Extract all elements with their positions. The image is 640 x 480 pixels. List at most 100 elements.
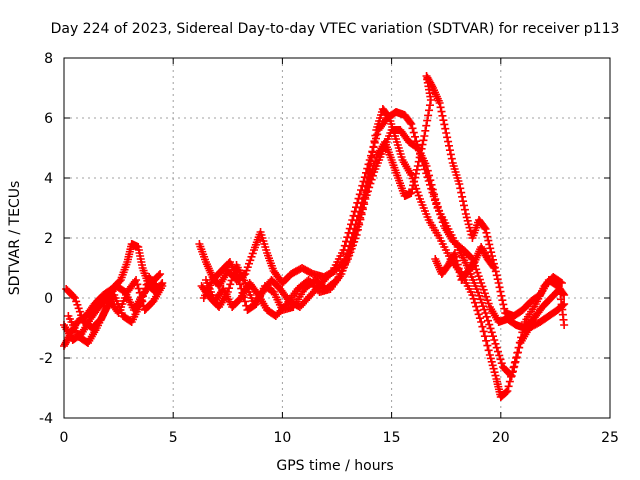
data-point: [426, 176, 435, 185]
data-point: [477, 318, 486, 326]
data-point: [350, 207, 359, 216]
data-point: [362, 168, 371, 177]
data-point: [435, 206, 444, 215]
series-track-1: [60, 105, 566, 401]
data-point: [142, 280, 151, 289]
data-point: [496, 355, 505, 364]
data-point: [234, 276, 243, 284]
data-point: [422, 121, 431, 130]
data-point: [469, 294, 478, 303]
data-point: [498, 296, 507, 305]
data-point: [485, 320, 494, 329]
data-point: [486, 244, 495, 253]
data-point: [560, 321, 569, 329]
data-point: [364, 178, 373, 187]
data-point: [445, 141, 454, 150]
data-point: [372, 134, 380, 143]
data-point: [492, 343, 501, 352]
data-point: [347, 242, 356, 251]
data-point: [363, 164, 372, 173]
data-point: [436, 103, 445, 112]
data-point: [443, 133, 452, 142]
data-point: [368, 165, 377, 174]
data-point: [495, 283, 504, 292]
data-point: [369, 161, 378, 170]
data-point: [470, 298, 479, 307]
data-point: [327, 268, 336, 277]
data-point: [483, 341, 492, 350]
data-point: [482, 228, 491, 237]
data-point: [440, 120, 449, 129]
x-tick-label: 10: [273, 430, 291, 446]
y-tick-label: 2: [44, 231, 53, 247]
data-point: [493, 275, 502, 284]
data-point: [158, 282, 167, 290]
data-point: [485, 240, 494, 249]
data-point: [436, 210, 445, 219]
data-point: [490, 336, 499, 344]
data-point: [480, 223, 489, 232]
data-point: [361, 193, 370, 202]
data-point: [227, 276, 236, 285]
data-point: [456, 184, 465, 193]
data-point: [225, 284, 234, 293]
data-point: [140, 288, 149, 297]
data-point: [482, 336, 491, 345]
data-point: [364, 160, 373, 169]
data-point: [512, 353, 521, 362]
data-point: [373, 130, 382, 139]
data-point: [489, 332, 497, 341]
data-point: [487, 248, 496, 257]
data-point: [515, 343, 524, 352]
y-tick-label: 8: [44, 51, 53, 67]
data-point: [138, 292, 147, 301]
data-point: [559, 289, 568, 298]
data-point: [453, 260, 462, 269]
data-point: [502, 387, 511, 396]
data-point: [357, 186, 366, 194]
data-point: [437, 107, 446, 116]
data-point: [359, 177, 368, 186]
data-point: [354, 219, 363, 227]
data-point: [489, 262, 498, 271]
data-point: [425, 101, 434, 110]
data-point: [486, 324, 495, 333]
data-point: [410, 177, 419, 186]
data-point: [409, 128, 418, 137]
data-point: [483, 232, 492, 241]
data-point: [468, 291, 477, 299]
data-point: [439, 116, 448, 125]
data-point: [438, 218, 447, 227]
chart-title: Day 224 of 2023, Sidereal Day-to-day VTE…: [51, 21, 620, 37]
data-point: [356, 213, 365, 222]
data-point: [366, 174, 375, 183]
data-point: [141, 284, 150, 293]
data-point: [355, 190, 364, 199]
data-point: [408, 185, 417, 194]
data-point: [411, 132, 419, 141]
data-point: [459, 201, 468, 210]
plot-frame: [63, 57, 611, 419]
x-tick-label: 20: [492, 430, 510, 446]
data-point: [455, 180, 464, 188]
data-point: [441, 124, 450, 133]
series-track-5: [431, 243, 499, 284]
data-point: [347, 220, 356, 229]
y-axis-label: SDTVAR / TECUs: [7, 181, 23, 296]
data-point: [475, 314, 484, 323]
y-tick-label: -4: [39, 411, 53, 427]
data-point: [505, 377, 514, 386]
data-point: [152, 283, 161, 292]
tick-labels: 0 5 10 15 20 25 -4 -2 0 2 4 6 8: [39, 51, 619, 446]
data-point: [455, 268, 464, 277]
data-point: [423, 166, 432, 175]
grid-lines: [64, 58, 610, 418]
data-point: [454, 264, 463, 273]
data-point: [431, 195, 440, 203]
data-point: [492, 271, 501, 280]
y-tick-label: 4: [44, 171, 53, 187]
data-point: [423, 116, 432, 125]
data-point: [240, 297, 249, 306]
data-point: [451, 252, 460, 261]
x-tick-label: 0: [60, 430, 69, 446]
